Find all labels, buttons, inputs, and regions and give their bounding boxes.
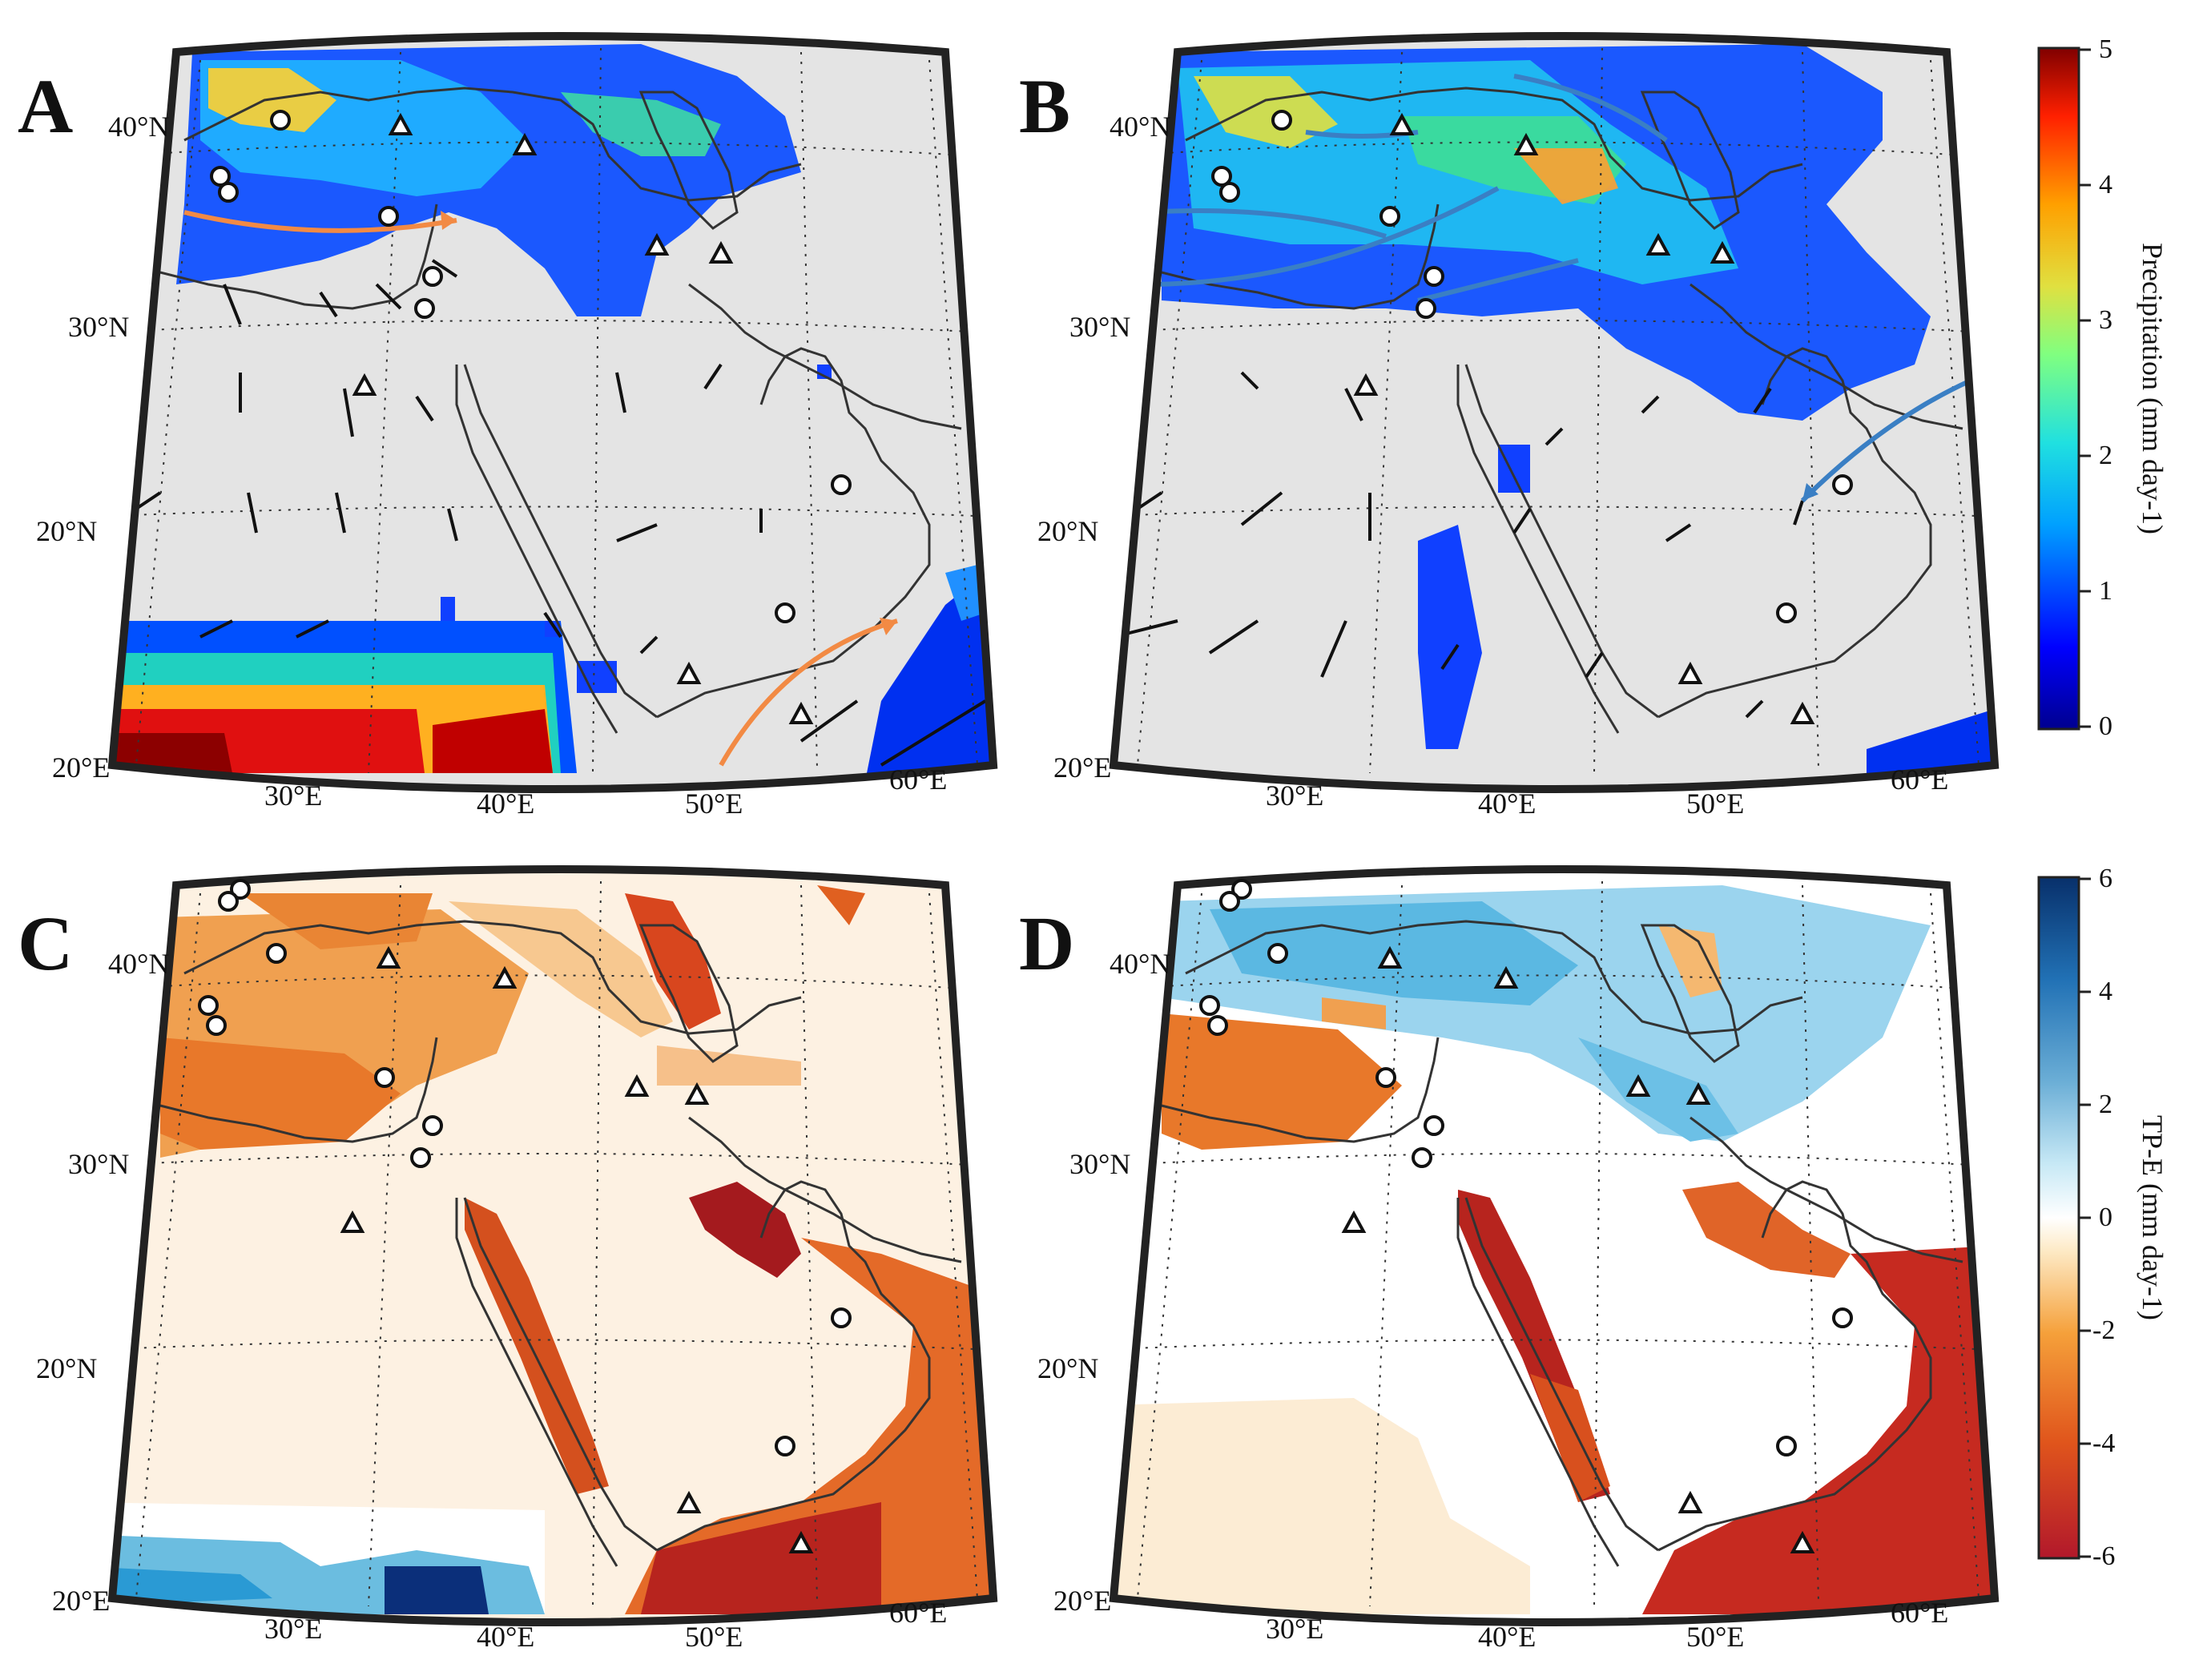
panel-d	[1081, 861, 2011, 1646]
svg-text:1: 1	[2099, 576, 2112, 606]
colorbar-precipitation-title: Precipitation (mm day-1)	[2137, 243, 2169, 534]
svg-text:20°E: 20°E	[1053, 1585, 1111, 1617]
svg-text:0: 0	[2099, 711, 2112, 741]
svg-text:20°N: 20°N	[1037, 1352, 1098, 1384]
wind-vectors	[1114, 364, 1804, 719]
svg-text:60°E: 60°E	[1891, 1597, 1948, 1629]
svg-text:2: 2	[2099, 1090, 2112, 1119]
svg-text:30°N: 30°N	[1069, 1148, 1130, 1180]
svg-text:20°N: 20°N	[36, 515, 97, 547]
svg-text:-4: -4	[2092, 1428, 2115, 1458]
svg-text:30°E: 30°E	[1266, 1613, 1323, 1645]
panel-letter-d: D	[1019, 900, 1074, 986]
svg-text:-6: -6	[2092, 1541, 2115, 1571]
site-markers	[1199, 879, 1853, 1553]
svg-text:30°N: 30°N	[68, 1148, 129, 1180]
graticule-labels: 40°N 30°N 20°N 20°E 30°E 40°E 50°E 60°E …	[36, 111, 1948, 1653]
colorbar-tpe-title: TP-E (mm day-1)	[2137, 1115, 2169, 1320]
svg-text:40°N: 40°N	[1110, 948, 1170, 980]
svg-text:20°E: 20°E	[1053, 751, 1111, 784]
colorbar-precipitation-ticks	[2079, 48, 2091, 728]
svg-text:50°E: 50°E	[685, 788, 743, 820]
svg-text:30°E: 30°E	[1266, 780, 1323, 812]
svg-text:20°N: 20°N	[36, 1352, 97, 1384]
svg-text:30°N: 30°N	[68, 311, 129, 343]
svg-text:30°N: 30°N	[1069, 311, 1130, 343]
svg-text:-2: -2	[2092, 1315, 2115, 1345]
colorbar-precipitation: 5 4 3 2 1 0 Precipitation (mm day-1)	[2037, 34, 2169, 741]
svg-text:60°E: 60°E	[889, 763, 947, 796]
colorbar-tpe-ticks	[2079, 877, 2091, 1558]
svg-text:4: 4	[2099, 170, 2112, 199]
panel-letter-c: C	[18, 900, 73, 986]
svg-text:40°E: 40°E	[1478, 788, 1536, 820]
svg-text:40°N: 40°N	[108, 948, 169, 980]
svg-text:40°E: 40°E	[477, 788, 534, 820]
svg-text:40°N: 40°N	[108, 111, 169, 143]
site-markers	[198, 879, 852, 1553]
svg-text:20°E: 20°E	[52, 751, 110, 784]
svg-text:40°E: 40°E	[1478, 1621, 1536, 1653]
panel-c	[80, 861, 1009, 1646]
svg-text:30°E: 30°E	[264, 780, 322, 812]
svg-text:2: 2	[2099, 441, 2112, 470]
svg-text:50°E: 50°E	[1686, 1621, 1744, 1653]
site-markers	[1211, 110, 1853, 724]
svg-text:40°E: 40°E	[477, 1621, 534, 1653]
svg-text:60°E: 60°E	[889, 1597, 947, 1629]
svg-text:3: 3	[2099, 305, 2112, 335]
svg-text:20°E: 20°E	[52, 1585, 110, 1617]
svg-text:6: 6	[2099, 864, 2112, 893]
colorbar-tpe: 6 4 2 0 -2 -4 -6 TP-E (mm day-1)	[2037, 864, 2169, 1571]
svg-text:30°E: 30°E	[264, 1613, 322, 1645]
panel-a	[80, 28, 1009, 813]
svg-text:40°N: 40°N	[1110, 111, 1170, 143]
svg-text:50°E: 50°E	[685, 1621, 743, 1653]
panel-letter-b: B	[1019, 63, 1070, 149]
svg-text:20°N: 20°N	[1037, 515, 1098, 547]
svg-text:4: 4	[2099, 977, 2112, 1006]
svg-text:0: 0	[2099, 1203, 2112, 1232]
panel-letter-a: A	[18, 63, 73, 149]
panel-b	[1081, 28, 2011, 813]
svg-text:50°E: 50°E	[1686, 788, 1744, 820]
site-markers	[210, 110, 852, 724]
svg-text:60°E: 60°E	[1891, 763, 1948, 796]
svg-text:5: 5	[2099, 34, 2112, 64]
